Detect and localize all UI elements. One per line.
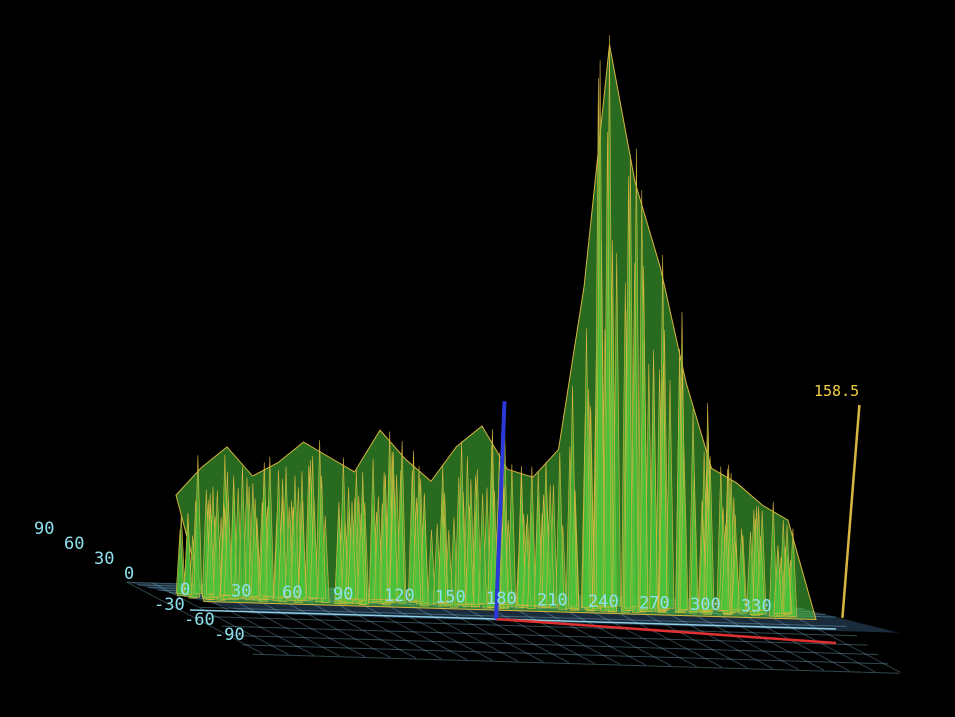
y-tick-label: 90 (34, 519, 54, 539)
surface-spike (396, 470, 406, 601)
surface-spike (437, 499, 447, 602)
surface-spike (368, 458, 378, 600)
surface-spike (756, 536, 765, 611)
x-tick-label: 0 (180, 580, 190, 600)
surface-spike (721, 524, 730, 611)
surface-spike (659, 362, 668, 610)
grid-line (152, 582, 289, 655)
surface-spike (782, 524, 792, 614)
surface-spike (205, 503, 215, 595)
x-tick-label: 270 (639, 594, 670, 614)
surface-spike (238, 466, 247, 598)
surface-spike (284, 506, 294, 597)
grid-line (252, 653, 900, 674)
grid-line (242, 644, 889, 665)
x-tick-label: 240 (588, 592, 619, 612)
surface-spike (533, 471, 543, 606)
x-tick-label: 330 (741, 597, 772, 617)
surface-spike (568, 385, 577, 608)
x-tick-label: 300 (690, 595, 721, 615)
surface-spike (603, 132, 612, 607)
y-tick-label: -90 (214, 625, 245, 645)
x-tick-label: 30 (231, 582, 251, 602)
surface-spike (545, 484, 555, 606)
surface-spike (465, 505, 474, 604)
surface-spike (499, 485, 509, 604)
surface-spike (737, 528, 746, 611)
grid-line (177, 583, 315, 656)
surface-spike (582, 328, 591, 608)
surface-spike (374, 496, 383, 600)
surface-spike (478, 493, 487, 604)
x-tick-label: 60 (282, 583, 302, 603)
surface-spike (224, 497, 233, 596)
surface-spike (595, 60, 605, 606)
surface-spike (356, 513, 366, 600)
surface-spike (472, 469, 482, 605)
surface-spike (624, 176, 633, 609)
surface-spike (555, 452, 565, 605)
surface-spike (347, 501, 357, 599)
surface-spike (212, 490, 222, 598)
axes (189, 401, 861, 645)
x-tick-label: 150 (435, 588, 466, 608)
surface-spike (746, 531, 755, 612)
surface-spike (175, 529, 185, 595)
surface-spike (679, 451, 689, 610)
grid-line (210, 616, 858, 637)
y-tick-label: 30 (94, 549, 114, 569)
y-tick-label: 60 (64, 534, 84, 554)
surface-spike (612, 253, 621, 607)
surface-spike (427, 529, 436, 605)
y-tick-label: -60 (184, 610, 215, 630)
grid-line (126, 581, 264, 655)
surface-spike (309, 497, 319, 599)
surface-spike (193, 455, 203, 595)
surface-spike (297, 501, 307, 599)
surface-spike (278, 496, 287, 597)
y-tick-label: 0 (124, 564, 134, 584)
surface-spike (649, 349, 658, 609)
x-tick-label: 120 (384, 586, 415, 606)
surface-spike (517, 475, 526, 606)
grid-line (221, 625, 868, 646)
surface-spike (183, 514, 193, 595)
surface-spike (290, 475, 300, 598)
grid-line (200, 606, 847, 627)
surface-spike (773, 545, 783, 614)
y-tick-label: -30 (154, 595, 185, 615)
z-scale-bar (841, 404, 861, 618)
surface-spike (379, 471, 389, 600)
x-axis-red (495, 617, 837, 645)
surface-spike (630, 263, 639, 608)
surface-spike (689, 473, 699, 612)
surface-spike (639, 265, 648, 610)
surface-spike (334, 501, 344, 602)
surface-spike (665, 380, 675, 609)
grid-line (231, 635, 879, 655)
x-tick-label: 180 (486, 589, 517, 609)
surface-spike (705, 456, 715, 611)
z-axis-blue (494, 401, 507, 620)
surface-spike (259, 462, 269, 597)
x-tick-label: 210 (537, 591, 568, 611)
surface-polygon (175, 44, 817, 621)
z-max-label: 158.5 (814, 382, 859, 400)
surface-spike (265, 456, 275, 597)
surface-spike (527, 466, 537, 607)
x-tick-label: 90 (333, 585, 353, 605)
surface-spike (317, 475, 326, 599)
surface-mesh (175, 35, 817, 621)
tick-labels: 0 30 60 90 120 150 180 210 240 270 300 3309060300-3… (34, 519, 772, 645)
surface-spike (731, 541, 741, 610)
surface-spike (412, 497, 421, 601)
surface-spike (389, 473, 398, 600)
surface-spike (457, 441, 466, 605)
surface-spike (250, 498, 260, 597)
